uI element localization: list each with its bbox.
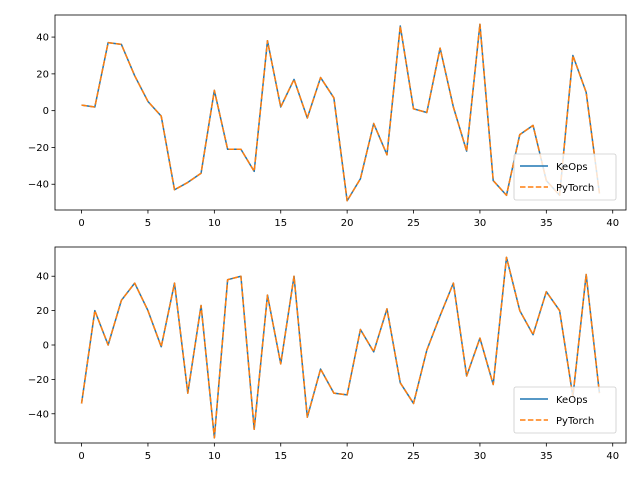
x-tick-label: 10 xyxy=(208,451,221,462)
series-line-pytorch xyxy=(81,23,601,202)
y-tick-label: −20 xyxy=(28,143,49,154)
top-subplot: 0 5 10 15 20 25 30 35 40 −40 −20 0 20 40 KeOps PyTorch xyxy=(28,14,627,229)
x-tick-label: 0 xyxy=(78,218,84,229)
x-tick-label: 40 xyxy=(606,451,619,462)
y-tick-label: 20 xyxy=(36,306,49,317)
x-tick-label: 20 xyxy=(341,218,354,229)
y-tick-label: 0 xyxy=(43,106,49,117)
x-tick-label: 30 xyxy=(474,451,487,462)
x-tick-label: 20 xyxy=(341,451,354,462)
x-tick-label: 25 xyxy=(407,218,420,229)
legend-label-pytorch: PyTorch xyxy=(556,416,594,427)
x-tick-label: 35 xyxy=(540,451,553,462)
y-tick-label: −40 xyxy=(28,409,49,420)
series-line-pytorch xyxy=(80,256,601,439)
x-tick-label: 0 xyxy=(78,451,84,462)
axes-frame xyxy=(54,14,627,211)
x-tick-label: 30 xyxy=(474,218,487,229)
legend: KeOps PyTorch xyxy=(513,153,617,201)
x-tick-label: 35 xyxy=(540,218,553,229)
y-tick-label: 40 xyxy=(36,272,49,283)
y-tick-label: −20 xyxy=(28,375,49,386)
legend: KeOps PyTorch xyxy=(513,386,617,434)
x-tick-label: 15 xyxy=(274,451,287,462)
x-tick-label: 15 xyxy=(274,218,287,229)
x-tick-label: 10 xyxy=(208,218,221,229)
y-tick-label: 0 xyxy=(43,341,49,352)
y-tick-label: 20 xyxy=(36,69,49,80)
x-tick-label: 5 xyxy=(145,451,151,462)
x-tick-label: 40 xyxy=(606,218,619,229)
y-tick-label: 40 xyxy=(36,33,49,44)
legend-label-keops: KeOps xyxy=(556,395,588,406)
bottom-subplot: 0 5 10 15 20 25 30 35 40 −40 −20 0 20 40 KeOps PyTorch xyxy=(28,246,627,462)
legend-label-keops: KeOps xyxy=(556,162,588,173)
x-tick-label: 5 xyxy=(145,218,151,229)
x-tick-label: 25 xyxy=(407,451,420,462)
legend-label-pytorch: PyTorch xyxy=(556,183,594,194)
y-tick-label: −40 xyxy=(28,180,49,191)
